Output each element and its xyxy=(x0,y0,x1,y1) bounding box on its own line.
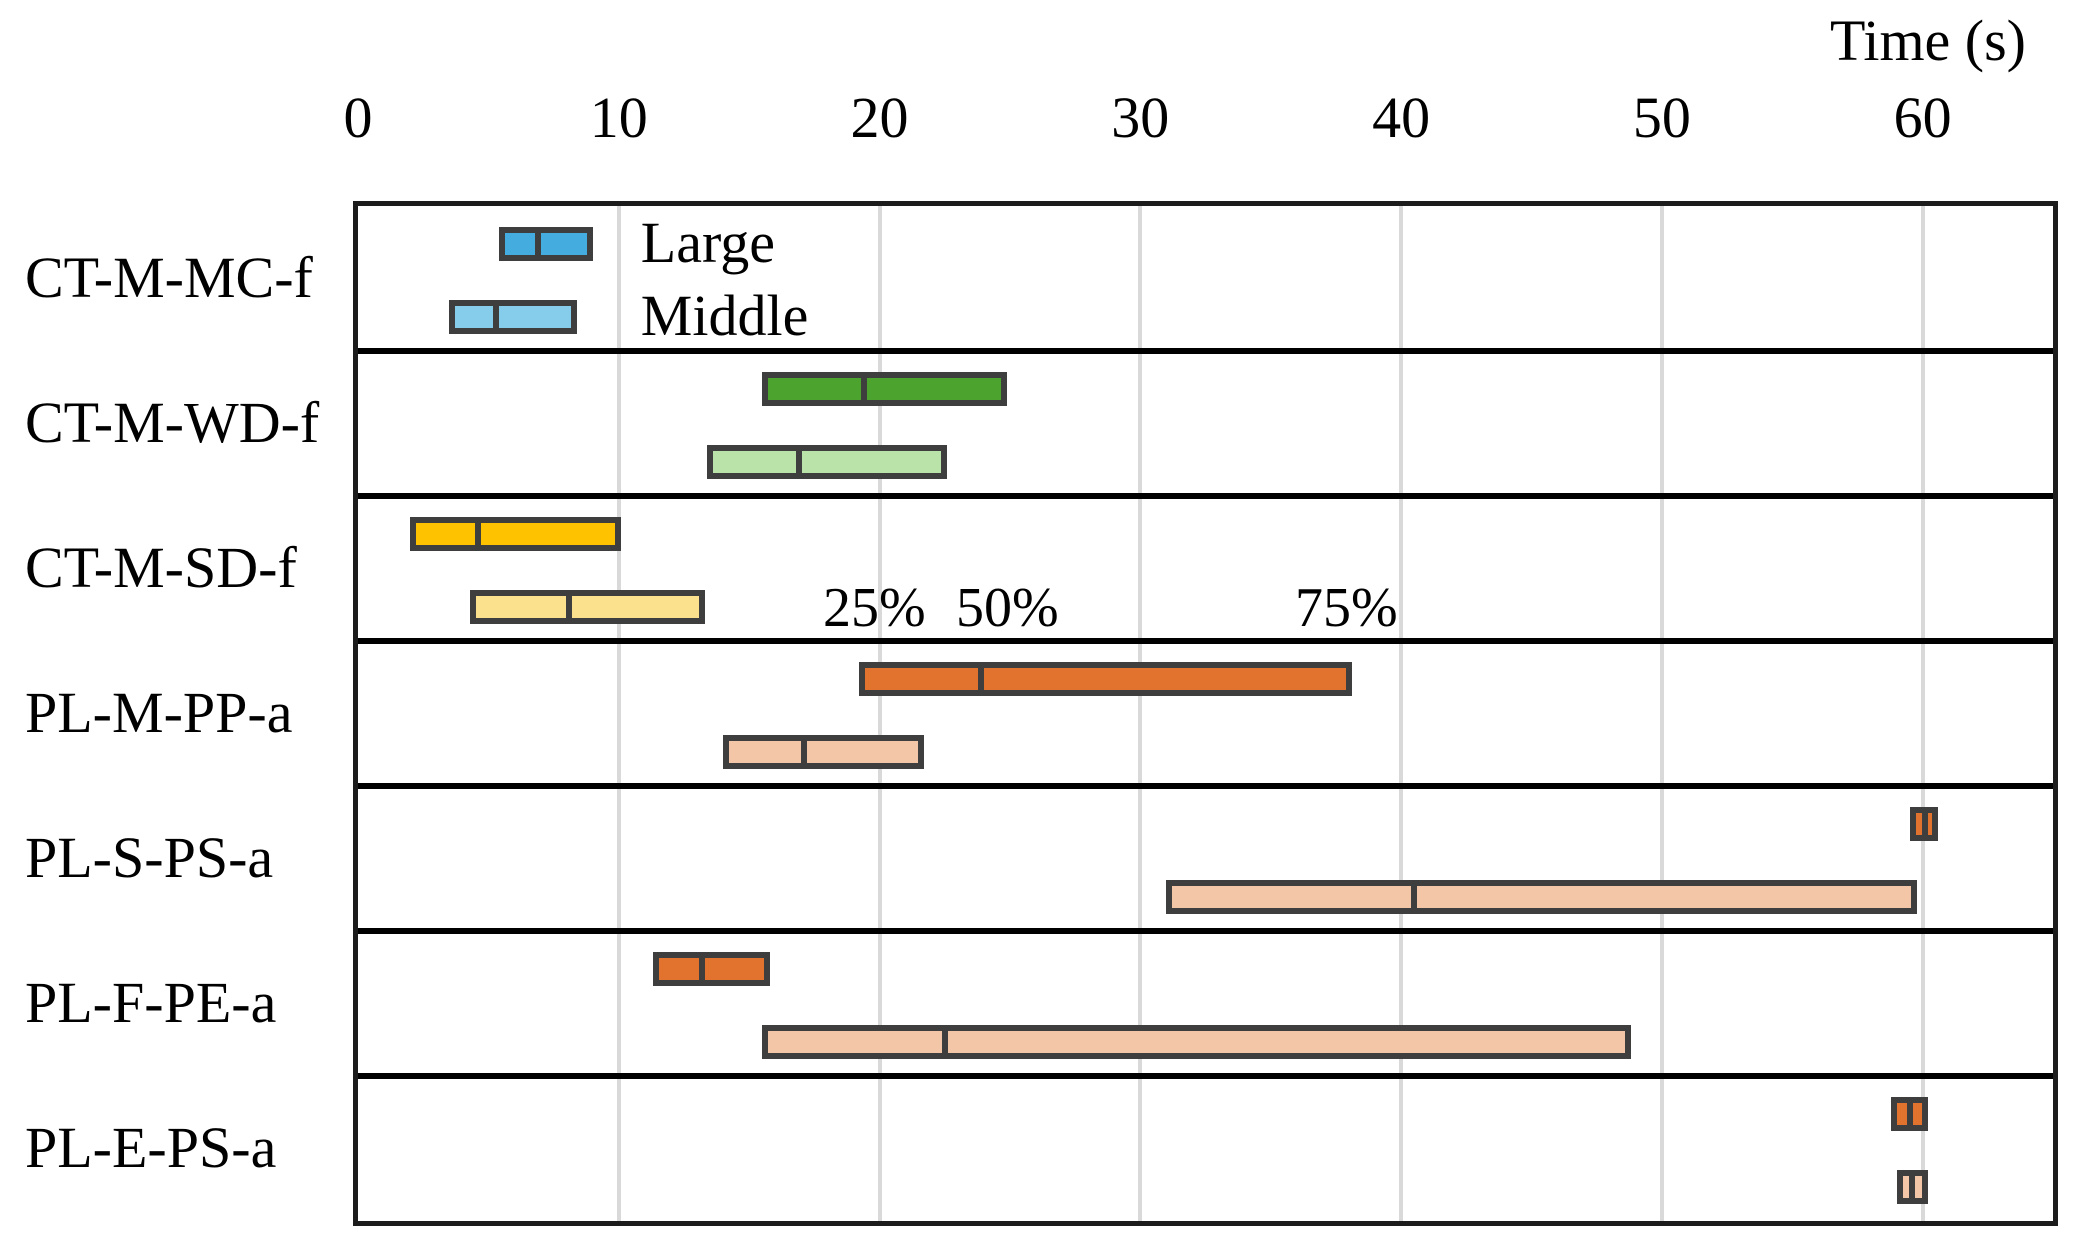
gridline-50 xyxy=(1659,206,1664,1221)
median-line xyxy=(941,1025,948,1059)
bar-PL-M-PP-a-large xyxy=(858,662,1352,696)
median-line xyxy=(474,517,481,551)
bar-PL-F-PE-a-large xyxy=(652,952,770,986)
x-tick-label-30: 30 xyxy=(1111,85,1170,150)
annotation-50pct: 50% xyxy=(955,577,1059,639)
bar-CT-M-MC-f-large xyxy=(498,227,593,261)
x-tick-label-50: 50 xyxy=(1632,85,1691,150)
gridline-40 xyxy=(1399,206,1404,1221)
x-tick-label-20: 20 xyxy=(850,85,909,150)
median-line xyxy=(1909,1170,1916,1204)
category-label-CT-M-MC-f: CT-M-MC-f xyxy=(25,244,313,310)
gridline-30 xyxy=(1138,206,1143,1221)
median-line xyxy=(795,445,802,479)
bar-CT-M-WD-f-middle xyxy=(707,445,948,479)
row-divider-1 xyxy=(358,348,2053,354)
category-label-PL-F-PE-a: PL-F-PE-a xyxy=(25,969,277,1035)
median-line xyxy=(566,590,573,624)
x-axis-title: Time (s) xyxy=(1829,8,2026,73)
bar-PL-M-PP-a-middle xyxy=(723,735,924,769)
bar-CT-M-WD-f-large xyxy=(762,372,1008,406)
category-label-PL-S-PS-a: PL-S-PS-a xyxy=(25,824,274,890)
bar-PL-F-PE-a-middle xyxy=(762,1025,1631,1059)
legend-item-large: Large xyxy=(640,210,775,275)
bar-CT-M-SD-f-large xyxy=(410,517,622,551)
bar-PL-S-PS-a-middle xyxy=(1166,880,1918,914)
row-divider-4 xyxy=(358,783,2053,789)
gridline-20 xyxy=(877,206,882,1221)
plot-frame xyxy=(353,201,2058,1226)
row-divider-5 xyxy=(358,928,2053,934)
legend-item-middle: Middle xyxy=(640,283,809,348)
row-divider-2 xyxy=(358,493,2053,499)
annotation-25pct: 25% xyxy=(822,577,926,639)
row-divider-6 xyxy=(358,1073,2053,1079)
x-tick-label-10: 10 xyxy=(589,85,648,150)
bar-PL-E-PS-a-middle xyxy=(1896,1170,1928,1204)
row-divider-3 xyxy=(358,638,2053,644)
bar-PL-E-PS-a-large xyxy=(1891,1097,1928,1131)
median-line xyxy=(860,372,867,406)
x-tick-label-0: 0 xyxy=(343,85,373,150)
category-label-CT-M-SD-f: CT-M-SD-f xyxy=(25,534,297,600)
x-tick-label-40: 40 xyxy=(1372,85,1431,150)
median-line xyxy=(978,662,985,696)
median-line xyxy=(800,735,807,769)
median-line xyxy=(534,227,541,261)
gridline-10 xyxy=(616,206,621,1221)
median-line xyxy=(1411,880,1418,914)
gridline-60 xyxy=(1920,206,1925,1221)
bar-CT-M-SD-f-middle xyxy=(470,590,705,624)
median-line xyxy=(493,300,500,334)
bar-PL-S-PS-a-large xyxy=(1909,807,1939,841)
median-line xyxy=(1922,807,1929,841)
median-line xyxy=(699,952,706,986)
median-line xyxy=(1906,1097,1913,1131)
annotation-75pct: 75% xyxy=(1294,577,1398,639)
x-tick-label-60: 60 xyxy=(1893,85,1952,150)
category-label-CT-M-WD-f: CT-M-WD-f xyxy=(25,389,320,455)
bar-CT-M-MC-f-middle xyxy=(449,300,578,334)
category-label-PL-M-PP-a: PL-M-PP-a xyxy=(25,679,293,745)
category-label-PL-E-PS-a: PL-E-PS-a xyxy=(25,1114,277,1180)
